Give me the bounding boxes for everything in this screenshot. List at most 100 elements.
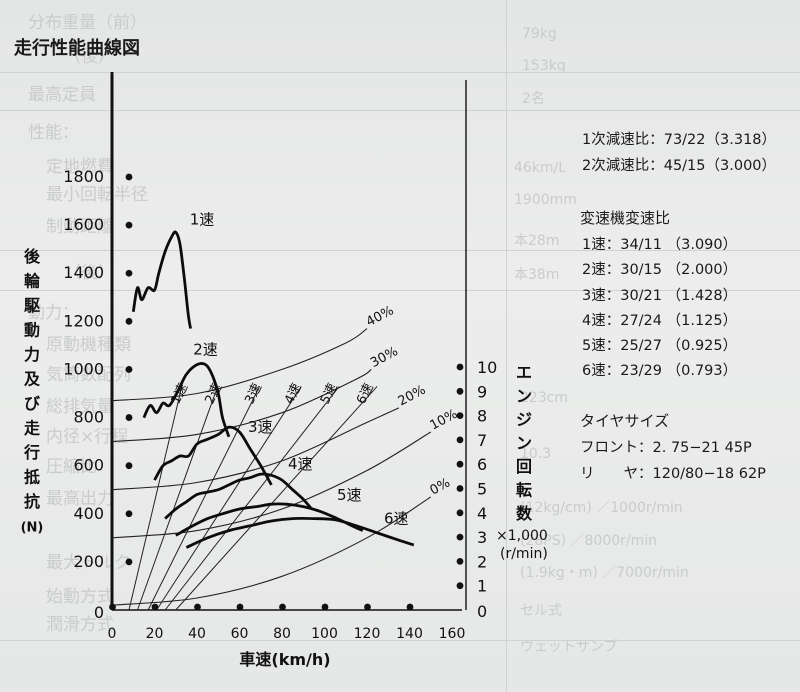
gear-ratio-title: 変速機変速比 <box>580 209 671 227</box>
y-axis-label-right: 転 <box>516 481 532 500</box>
tire-rear: リ ヤ：120/80−18 62P <box>580 466 766 482</box>
y-tick-label-right: 0 <box>477 602 487 621</box>
background-row-label: 最小回転半径 <box>46 185 148 205</box>
drive-force-curve <box>185 516 415 549</box>
resistance-curve <box>111 431 432 539</box>
y-tick-label-right: 4 <box>477 504 487 523</box>
background-row-label: 制動距離 <box>46 217 114 237</box>
speed-line-label: 5速 <box>318 381 341 407</box>
marker-right <box>456 558 464 565</box>
marker-right <box>456 509 464 517</box>
background-row-value: (12kg/cm) ／1000r/min <box>520 500 683 516</box>
speed-line <box>164 386 340 611</box>
resistance-label: 20% <box>396 383 429 410</box>
background-row-value: 223cm <box>520 390 569 406</box>
resistance-label: 0% <box>428 476 453 499</box>
y-tick-label-right: 6 <box>477 455 487 474</box>
x-tick-label: 60 <box>231 626 249 642</box>
y-axis-label-right: ジ <box>516 410 532 429</box>
marker-right <box>456 363 464 371</box>
y-axis-label-left: 輪 <box>24 272 41 291</box>
secondary-reduction: 2次減速比：45/15（3.000） <box>582 158 777 174</box>
marker-bottom <box>406 603 414 611</box>
y-axis-label-right: 数 <box>516 504 533 523</box>
marker-bottom <box>194 603 201 611</box>
resistance-label: 10% <box>428 407 461 434</box>
drive-force-label: 6速 <box>384 509 409 527</box>
y-axis-unit-right: (r/min) <box>500 546 548 562</box>
chart-axes: 0 20 40 60 80 100 120 140 160車速(km/h)20040060080… <box>21 72 548 669</box>
x-tick-label: 80 <box>273 626 291 642</box>
drive-force-label: 3速 <box>248 418 273 436</box>
x-tick-label: 140 <box>396 626 423 642</box>
y-axis-label-left: 走 <box>23 419 40 438</box>
marker-left <box>125 317 133 325</box>
gear-ratio-3: 3速：30/21 （1.428） <box>582 288 738 304</box>
y-axis-label-left: 抗 <box>24 492 40 511</box>
drive-force-curve <box>164 472 313 520</box>
speed-line <box>137 386 219 611</box>
chart-markers <box>109 173 464 611</box>
y-tick-label-left: 800 <box>73 408 104 427</box>
background-divider <box>0 72 800 73</box>
y-axis-label-right: エ <box>516 363 532 382</box>
background-row-label: 最高出力 <box>46 489 114 509</box>
resistance-curve <box>111 328 368 402</box>
background-row-value: (1.9kg・m) ／7000r/min <box>520 565 689 581</box>
y-tick-label-left: 400 <box>73 504 104 523</box>
background-row-label: 分布重量（前） <box>28 13 147 33</box>
y-tick-label-right: 3 <box>477 528 487 547</box>
marker-left <box>125 366 133 373</box>
background-row-value: (28PS) ／8000r/min <box>520 533 658 549</box>
speed-line <box>128 386 183 611</box>
y-axis-label-left: 行 <box>23 443 40 462</box>
y-axis-label-left: 駆 <box>24 296 40 315</box>
marker-left <box>125 558 133 566</box>
y-axis-label-right: ン <box>516 434 532 453</box>
gear-ratio-5: 5速：25/27 （0.925） <box>582 338 738 354</box>
marker-bottom <box>364 603 371 611</box>
resistance-curve <box>111 496 432 606</box>
y-tick-label-left: 1200 <box>63 311 104 330</box>
background-divider <box>0 640 800 641</box>
marker-left <box>125 462 133 470</box>
background-row-label: 定地燃費 <box>46 157 114 177</box>
marker-bottom <box>236 603 244 611</box>
background-divider <box>0 110 800 111</box>
marker-right <box>456 387 464 395</box>
background-row-value: ウェットサンプ <box>520 639 618 655</box>
marker-right <box>456 460 464 468</box>
resistance-label: 40% <box>364 303 397 330</box>
background-row-label: （後） <box>64 47 115 67</box>
resistance-label: 30% <box>368 344 401 371</box>
background-row-label: 内径×行程 <box>46 427 129 447</box>
y-axis-label-right: 回 <box>516 457 532 476</box>
marker-left <box>125 414 133 421</box>
x-tick-label: 40 <box>188 626 206 642</box>
speed-line-label: 1速 <box>168 381 191 407</box>
y-axis-label-left: 動 <box>24 321 40 340</box>
y-tick-label-left: 1400 <box>63 263 104 282</box>
background-divider <box>0 290 800 291</box>
y-tick-label-right: 5 <box>477 480 487 499</box>
tire-front: フロント：2. 75−21 45P <box>580 440 752 456</box>
y-tick-label-right: 10 <box>477 358 497 377</box>
marker-left <box>125 173 133 181</box>
marker-right <box>456 582 464 590</box>
marker-right <box>456 436 464 444</box>
background-row-label: 動力： <box>28 303 79 323</box>
drive-force-label: 4速 <box>288 455 313 473</box>
y-tick-label-right: 9 <box>477 382 487 401</box>
marker-left <box>125 269 133 277</box>
background-row-label: 圧縮比 <box>46 457 97 477</box>
y-axis-label-right: ン <box>516 387 532 406</box>
drive-force-label: 1速 <box>190 210 215 228</box>
y-axis-label-left: び <box>24 394 41 413</box>
background-row-value: 1900mm <box>514 192 577 208</box>
y-axis-label-left: 後 <box>24 247 41 266</box>
resistance-curve <box>111 407 400 491</box>
background-divider <box>0 250 800 251</box>
marker-right <box>456 533 464 541</box>
